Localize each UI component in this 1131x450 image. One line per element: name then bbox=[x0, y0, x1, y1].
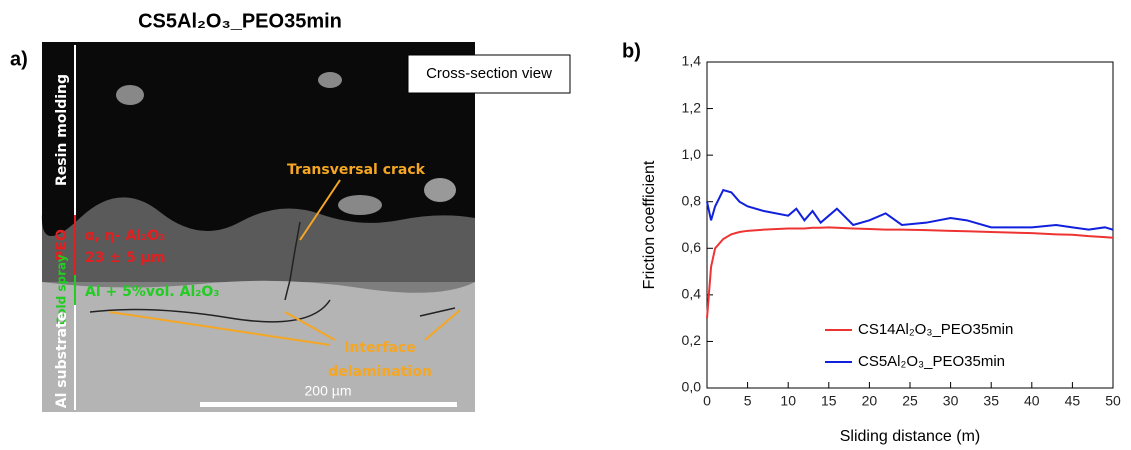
arrow bbox=[299, 179, 341, 241]
x-tick-label: 5 bbox=[744, 393, 752, 409]
annotation: Transversal crack bbox=[287, 162, 426, 178]
layer-note: α, η- Al₂O₃ bbox=[85, 228, 165, 244]
x-tick-label: 30 bbox=[943, 393, 959, 409]
y-tick-label: 0,8 bbox=[682, 192, 702, 208]
panel-label: b) bbox=[622, 40, 641, 62]
x-tick-label: 25 bbox=[902, 393, 918, 409]
x-tick-label: 20 bbox=[862, 393, 878, 409]
particle bbox=[424, 178, 456, 202]
x-tick-label: 15 bbox=[821, 393, 837, 409]
annotation: delamination bbox=[328, 364, 432, 380]
x-tick-label: 0 bbox=[703, 393, 711, 409]
al-substrate bbox=[42, 280, 475, 412]
label-box bbox=[407, 54, 571, 94]
layer-label: PEO bbox=[54, 229, 70, 261]
x-tick-label: 35 bbox=[983, 393, 999, 409]
series-line bbox=[706, 188, 1114, 231]
particle bbox=[318, 72, 342, 88]
annotation: Interface bbox=[344, 340, 416, 356]
crack bbox=[89, 221, 456, 323]
particle bbox=[116, 85, 144, 105]
scale-bar bbox=[200, 402, 457, 407]
layer-note: Al + 5%vol. Al₂O₃ bbox=[85, 284, 219, 300]
y-tick-label: 1,2 bbox=[682, 99, 702, 115]
y-axis-title: Friction coefficient bbox=[641, 160, 658, 289]
layer-label: Resin molding bbox=[54, 74, 70, 186]
legend-label: CS14Al₂O₃_PEO35min bbox=[858, 321, 1013, 338]
y-tick-label: 0,6 bbox=[682, 239, 702, 255]
micrograph: Cross-section view Transversal crack Int… bbox=[41, 42, 571, 412]
particle bbox=[338, 195, 382, 215]
panel-label: a) bbox=[10, 48, 28, 70]
layer-label: Cold spray bbox=[55, 254, 69, 325]
x-tick-label: 50 bbox=[1105, 393, 1121, 409]
resin bbox=[41, 42, 476, 237]
box-label: Cross-section view bbox=[426, 65, 552, 82]
x-axis-title: Sliding distance (m) bbox=[840, 428, 981, 445]
arrow bbox=[109, 309, 461, 346]
y-tick-label: 0,0 bbox=[682, 379, 702, 395]
series-line bbox=[706, 226, 1114, 319]
x-tick-label: 45 bbox=[1065, 393, 1081, 409]
y-tick-label: 0,4 bbox=[682, 286, 702, 302]
x-tick-label: 40 bbox=[1024, 393, 1040, 409]
scale-label: 200 µm bbox=[305, 383, 352, 399]
y-tick-label: 0,2 bbox=[682, 332, 702, 348]
layer-label: Al substrate bbox=[54, 312, 70, 408]
legend-label: CS5Al₂O₃_PEO35min bbox=[858, 353, 1005, 370]
figure-title: CS5Al₂O₃_PEO35min bbox=[138, 10, 342, 32]
y-tick-label: 1,0 bbox=[682, 146, 702, 162]
layer-note: 23 ± 5 µm bbox=[85, 250, 165, 266]
y-tick-label: 1,4 bbox=[682, 53, 702, 69]
x-tick-label: 10 bbox=[780, 393, 796, 409]
